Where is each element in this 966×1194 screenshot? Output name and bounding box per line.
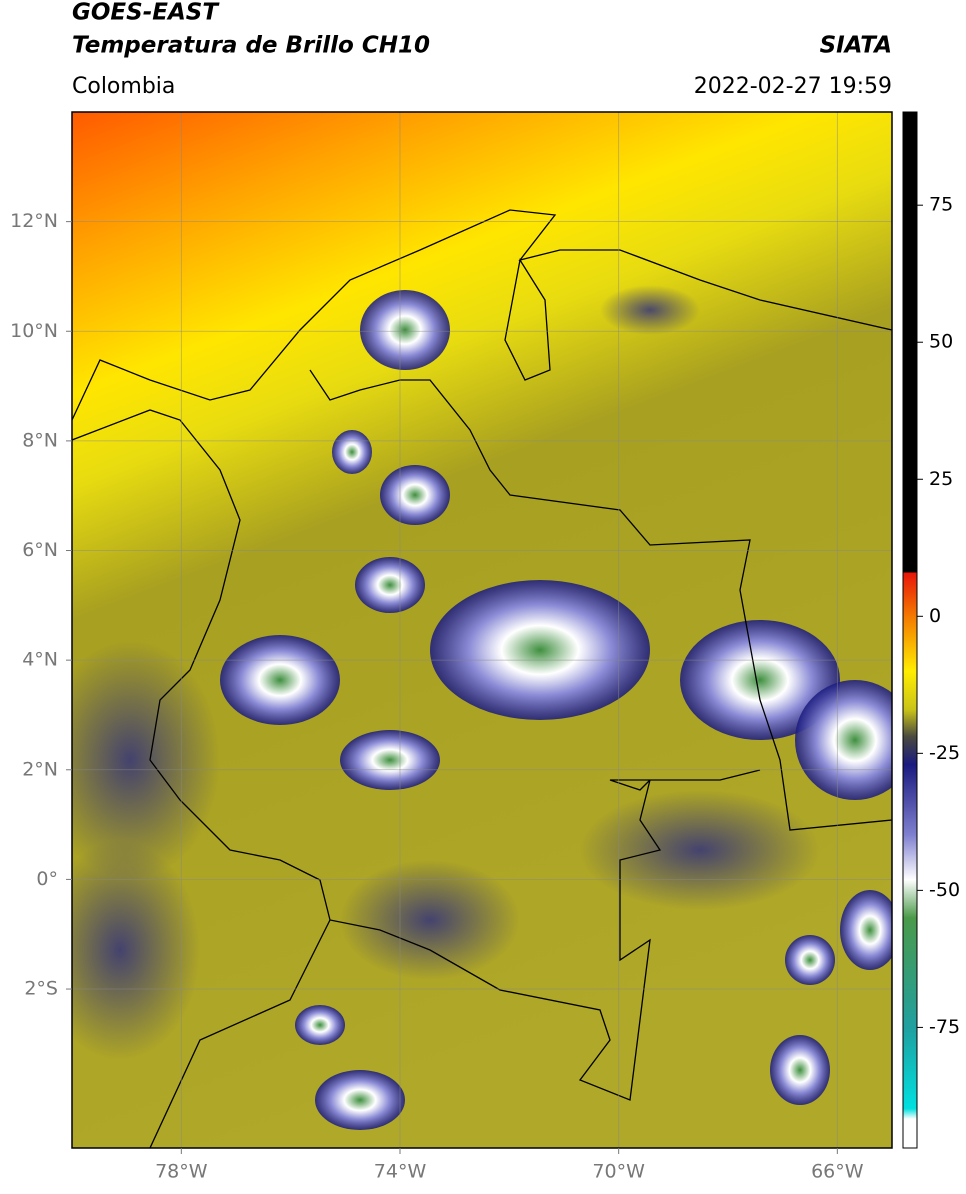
colorbar-tick-label: 50	[929, 331, 953, 353]
y-tick-label: 12°N	[10, 210, 58, 232]
region: Colombia	[72, 74, 175, 99]
y-tick-label: 8°N	[22, 429, 58, 451]
x-tick-label: 66°W	[811, 1161, 864, 1183]
satellite-image	[72, 112, 892, 1148]
colorbar-tick-label: -25	[929, 742, 960, 764]
y-tick-label: 6°N	[22, 539, 58, 561]
y-tick-label: 10°N	[10, 320, 58, 342]
colorbar-tick-label: 0	[929, 605, 941, 627]
colorbar-tick-label: 75	[929, 194, 953, 216]
source: SIATA	[820, 33, 892, 59]
x-tick-label: 70°W	[592, 1161, 645, 1183]
map-frame	[71, 111, 893, 1149]
colorbar-tick-label: 25	[929, 468, 953, 490]
x-tick-label: 78°W	[155, 1161, 208, 1183]
colorbar	[902, 111, 918, 1149]
x-tick-label: 74°W	[374, 1161, 427, 1183]
satellite: GOES-EAST	[72, 0, 220, 26]
y-tick-label: 4°N	[22, 649, 58, 671]
y-tick-label: 0°	[36, 868, 58, 890]
colorbar-tick-label: -75	[929, 1016, 960, 1038]
y-tick-label: 2°N	[22, 758, 58, 780]
title: Temperatura de Brillo CH10	[72, 33, 430, 59]
y-tick-label: 2°S	[24, 978, 58, 1000]
colorbar-tick-label: -50	[929, 879, 960, 901]
datetime: 2022-02-27 19:59	[694, 74, 892, 99]
